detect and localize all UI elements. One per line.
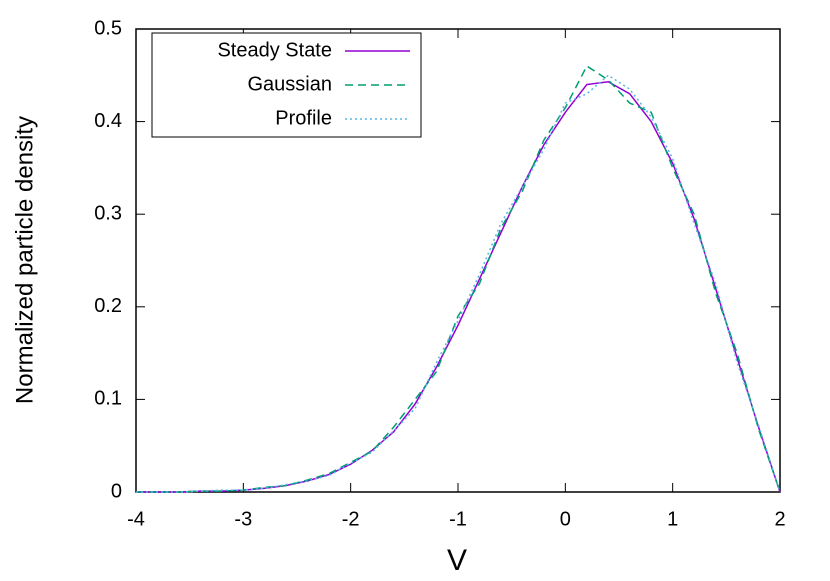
series-line	[136, 64, 781, 493]
y-tick-label: 0	[111, 480, 122, 502]
x-axis-label: V	[447, 544, 467, 577]
x-tick-label: -1	[449, 508, 467, 530]
legend-label: Profile	[275, 107, 332, 129]
legend-label: Steady State	[217, 39, 332, 61]
x-tick-label: 2	[774, 508, 785, 530]
x-tick-label: -3	[234, 508, 252, 530]
legend-label: Gaussian	[248, 73, 333, 95]
y-tick-label: 0.4	[94, 110, 122, 132]
plot-frame	[135, 28, 781, 493]
x-tick-label: -4	[127, 508, 145, 530]
series-line	[136, 74, 781, 493]
x-tick-label: 0	[560, 508, 571, 530]
x-tick-label: -2	[342, 508, 360, 530]
y-tick-label: 0.1	[94, 388, 122, 410]
y-tick-label: 0.5	[94, 17, 122, 39]
x-tick-label: 1	[667, 508, 678, 530]
series-line	[136, 81, 781, 493]
y-axis-label: Normalized particle density	[11, 116, 38, 404]
y-tick-label: 0.3	[94, 202, 122, 224]
y-tick-label: 0.2	[94, 295, 122, 317]
